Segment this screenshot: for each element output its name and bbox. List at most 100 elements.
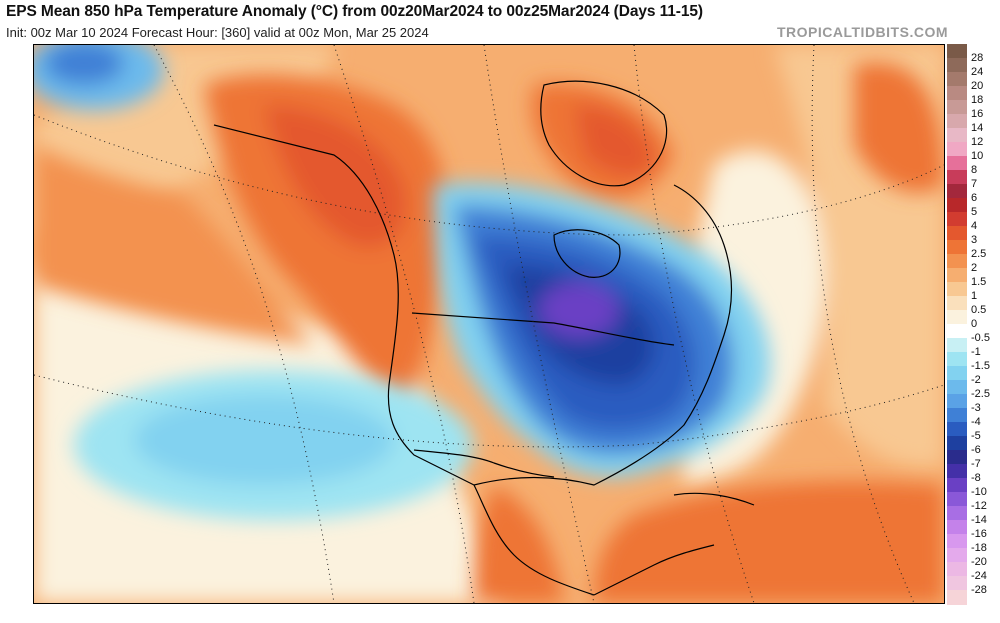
colorbar-label: 18 [971, 93, 984, 106]
colorbar-label: 4 [971, 219, 978, 232]
colorbar-label: -12 [971, 499, 987, 512]
colorbar-label: -4 [971, 415, 981, 428]
graticule-line [153, 45, 335, 603]
colorbar-swatch [947, 282, 967, 297]
colorbar-swatch [947, 492, 967, 507]
ne-atlantic-warm [854, 62, 944, 193]
central-america [593, 544, 715, 596]
colorbar-label: -16 [971, 527, 987, 540]
colorbar-swatch [947, 72, 967, 87]
brand-watermark: TROPICALTIDBITS.COM [776, 24, 948, 40]
colorbar-label: -5 [971, 429, 981, 442]
colorbar-label: -24 [971, 569, 987, 582]
chart-title: EPS Mean 850 hPa Temperature Anomaly (°C… [6, 3, 703, 20]
colorbar-swatch [947, 128, 967, 143]
colorbar-swatch [947, 310, 967, 325]
greenland-outline [540, 80, 668, 187]
gulf-alaska-cool-core [44, 45, 124, 85]
colorbar [947, 44, 967, 605]
colorbar-label: 6 [971, 191, 978, 204]
colorbar-swatch [947, 478, 967, 493]
colorbar-label: 20 [971, 79, 984, 92]
colorbar-label: -28 [971, 583, 987, 596]
colorbar-swatch [947, 170, 967, 185]
colorbar-swatch [947, 142, 967, 157]
colorbar-label: -10 [971, 485, 987, 498]
graticule-line [633, 45, 755, 603]
colorbar-label: 1.5 [971, 275, 987, 288]
alaska-warm-core [264, 105, 407, 247]
cuba-outline [673, 492, 755, 506]
colorbar-label: -6 [971, 443, 981, 456]
greenland-warm-core [574, 105, 654, 176]
hudson-bay [553, 229, 621, 278]
colorbar-label: 2 [971, 261, 978, 274]
colorbar-swatch [947, 296, 967, 311]
colorbar-label: 7 [971, 177, 978, 190]
colorbar-label: -8 [971, 471, 981, 484]
colorbar-swatch [947, 198, 967, 213]
colorbar-label: 5 [971, 205, 978, 218]
colorbar-swatch [947, 324, 967, 339]
colorbar-label: 24 [971, 65, 984, 78]
colorbar-swatch [947, 576, 967, 591]
colorbar-swatch [947, 58, 967, 73]
colorbar-swatch [947, 366, 967, 381]
colorbar-swatch [947, 464, 967, 479]
colorbar-swatch [947, 156, 967, 171]
colorbar-swatch [947, 86, 967, 101]
colorbar-swatch [947, 268, 967, 283]
colorbar-swatch [947, 338, 967, 353]
colorbar-swatch [947, 562, 967, 577]
north-america-coastline [213, 124, 733, 596]
colorbar-swatch [947, 408, 967, 423]
pacific-cool-core [134, 395, 394, 485]
colorbar-swatch [947, 240, 967, 255]
colorbar-label: -1.5 [971, 359, 990, 372]
colorbar-label: 12 [971, 135, 984, 148]
colorbar-label: 14 [971, 121, 984, 134]
colorbar-swatch [947, 184, 967, 199]
colorbar-label: 2.5 [971, 247, 987, 260]
colorbar-label: -14 [971, 513, 987, 526]
colorbar-swatch [947, 506, 967, 521]
colorbar-label: -18 [971, 541, 987, 554]
colorbar-swatch [947, 422, 967, 437]
colorbar-swatch [947, 380, 967, 395]
colorbar-label: 10 [971, 149, 984, 162]
colorbar-label: 3 [971, 233, 978, 246]
colorbar-label: -2.5 [971, 387, 990, 400]
colorbar-swatch [947, 352, 967, 367]
colorbar-swatch [947, 100, 967, 115]
colorbar-label: 8 [971, 163, 978, 176]
colorbar-label: -3 [971, 401, 981, 414]
us-canada-border [411, 312, 675, 346]
colorbar-label: 0 [971, 317, 978, 330]
nw-pacific-warm [34, 145, 314, 345]
colorbar-label: 16 [971, 107, 984, 120]
colorbar-swatch [947, 114, 967, 129]
colorbar-label: 0.5 [971, 303, 987, 316]
colorbar-label: 1 [971, 289, 978, 302]
colorbar-swatch [947, 394, 967, 409]
anomaly-map [33, 44, 945, 604]
colorbar-swatch [947, 548, 967, 563]
cold-extreme [539, 282, 619, 338]
colorbar-swatch [947, 520, 967, 535]
colorbar-swatch [947, 450, 967, 465]
colorbar-swatch [947, 534, 967, 549]
colorbar-label: 28 [971, 51, 984, 64]
colorbar-swatch [947, 44, 967, 59]
caribbean-warm [594, 481, 944, 603]
colorbar-label: -7 [971, 457, 981, 470]
colorbar-swatch [947, 436, 967, 451]
colorbar-swatch [947, 212, 967, 227]
mexico-warm [474, 485, 564, 603]
colorbar-swatch [947, 590, 967, 605]
colorbar-label: -1 [971, 345, 981, 358]
colorbar-swatch [947, 226, 967, 241]
colorbar-label: -0.5 [971, 331, 990, 344]
us-mexico-border [413, 449, 555, 478]
graticule-line [333, 45, 475, 603]
colorbar-label: -2 [971, 373, 981, 386]
